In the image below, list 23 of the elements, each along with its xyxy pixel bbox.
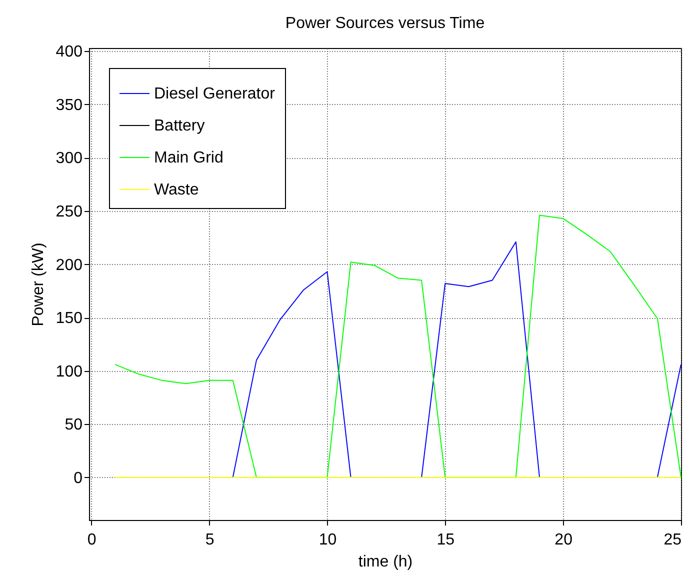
y-tick-label: 250	[56, 204, 83, 221]
legend-label: Main Grid	[154, 150, 224, 166]
x-tick-label: 25	[664, 532, 682, 548]
y-tick-label: 400	[56, 44, 83, 61]
x-axis-title: time (h)	[358, 554, 413, 570]
chart-title: Power Sources versus Time	[285, 15, 485, 32]
y-tick-label: 150	[56, 310, 83, 328]
line-series	[114, 214, 682, 478]
y-tick-label: 100	[56, 363, 83, 380]
x-tick-label: 15	[436, 532, 455, 548]
y-axis-title: Power (kW)	[30, 242, 47, 326]
legend-label: Diesel Generator	[154, 86, 276, 102]
y-tick-label: 350	[56, 96, 83, 114]
legend-label: Waste	[154, 182, 199, 198]
x-tick-label: 10	[318, 532, 337, 548]
legend-label: Battery	[154, 118, 205, 134]
y-tick-label: 200	[56, 256, 83, 274]
x-tick-label: 0	[87, 532, 96, 548]
y-tick-label: 50	[64, 416, 83, 434]
x-tick-label: 20	[554, 532, 573, 548]
y-tick-label: 0	[74, 470, 83, 487]
x-tick-label: 5	[205, 532, 214, 548]
y-tick-label: 300	[56, 150, 83, 168]
